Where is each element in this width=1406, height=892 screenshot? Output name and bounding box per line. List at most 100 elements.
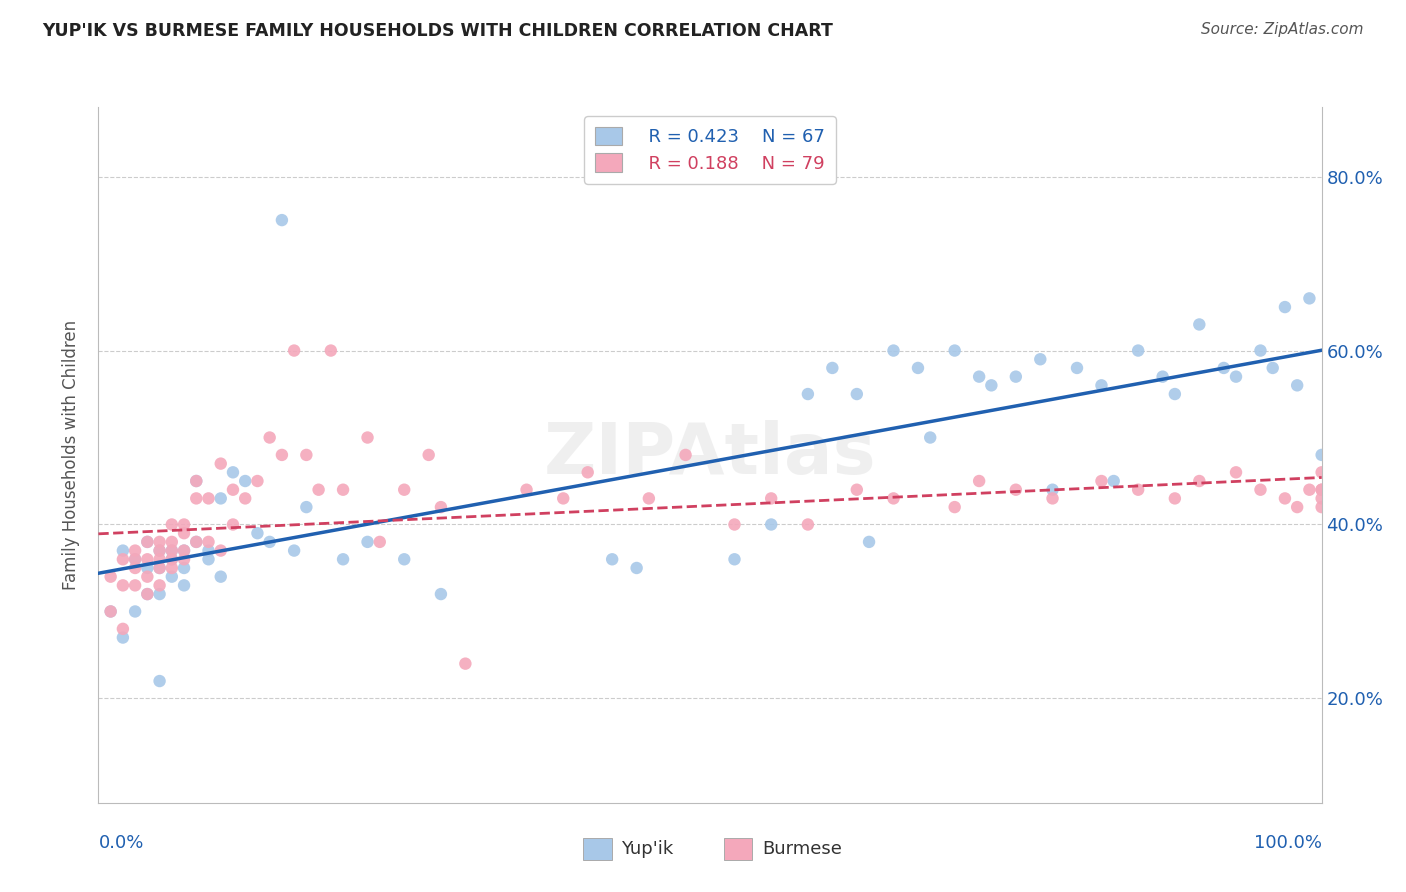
Point — [160, 570, 183, 584]
Point — [638, 491, 661, 506]
Point — [259, 534, 281, 549]
Point — [173, 517, 195, 532]
Point — [100, 605, 122, 619]
Point — [149, 534, 172, 549]
Point — [197, 543, 219, 558]
Point — [270, 448, 294, 462]
Point — [1102, 474, 1125, 488]
Point — [283, 343, 305, 358]
Point — [124, 552, 146, 566]
Point — [160, 543, 183, 558]
Point — [111, 622, 134, 636]
Point — [136, 534, 159, 549]
Point — [149, 543, 172, 558]
Point — [160, 561, 183, 575]
Point — [418, 448, 440, 462]
Point — [124, 578, 146, 592]
Point — [246, 474, 269, 488]
Point — [626, 561, 648, 575]
Point — [173, 543, 195, 558]
Point — [600, 552, 623, 566]
Point — [1298, 483, 1320, 497]
Point — [1128, 483, 1150, 497]
Point — [1310, 466, 1333, 480]
Point — [209, 457, 232, 471]
Point — [356, 534, 378, 549]
Point — [1310, 491, 1333, 506]
Point — [1042, 483, 1064, 497]
Point — [392, 483, 416, 497]
Point — [883, 491, 905, 506]
Point — [173, 561, 195, 575]
Point — [173, 526, 195, 541]
Point — [111, 578, 134, 592]
Point — [246, 526, 269, 541]
Point — [136, 552, 159, 566]
Point — [1261, 361, 1284, 376]
Point — [160, 543, 183, 558]
Point — [1188, 474, 1211, 488]
Point — [1164, 387, 1187, 401]
Point — [222, 483, 245, 497]
Point — [515, 483, 537, 497]
Point — [295, 448, 318, 462]
Point — [136, 534, 159, 549]
Point — [845, 483, 868, 497]
Point — [356, 430, 378, 444]
Point — [723, 517, 745, 532]
Point — [173, 543, 195, 558]
Point — [761, 491, 783, 506]
Point — [209, 491, 232, 506]
Point — [149, 543, 172, 558]
Point — [1286, 500, 1309, 514]
Point — [1004, 369, 1026, 384]
Point — [186, 474, 208, 488]
Point — [160, 534, 183, 549]
Point — [920, 430, 942, 444]
Point — [980, 378, 1002, 392]
Point — [1128, 343, 1150, 358]
Point — [160, 552, 183, 566]
Point — [136, 570, 159, 584]
Point — [173, 552, 195, 566]
Point — [576, 466, 599, 480]
Point — [124, 552, 146, 566]
Point — [797, 517, 820, 532]
Point — [111, 631, 134, 645]
Point — [332, 483, 354, 497]
Point — [553, 491, 575, 506]
Point — [1286, 378, 1309, 392]
Point — [1212, 361, 1234, 376]
Point — [136, 587, 159, 601]
Point — [1090, 474, 1112, 488]
Text: Yup'ik: Yup'ik — [621, 840, 673, 858]
Text: YUP'IK VS BURMESE FAMILY HOUSEHOLDS WITH CHILDREN CORRELATION CHART: YUP'IK VS BURMESE FAMILY HOUSEHOLDS WITH… — [42, 22, 832, 40]
Point — [283, 543, 305, 558]
Point — [1042, 491, 1064, 506]
Point — [943, 500, 966, 514]
Point — [295, 500, 318, 514]
Point — [332, 552, 354, 566]
Point — [160, 517, 183, 532]
Point — [1225, 466, 1247, 480]
Point — [124, 543, 146, 558]
Point — [967, 369, 990, 384]
Point — [111, 552, 134, 566]
Point — [124, 561, 146, 575]
Point — [111, 543, 134, 558]
Point — [943, 343, 966, 358]
Point — [883, 343, 905, 358]
Point — [197, 491, 219, 506]
Point — [186, 474, 208, 488]
Point — [1310, 483, 1333, 497]
Point — [197, 534, 219, 549]
Point — [186, 491, 208, 506]
Text: Burmese: Burmese — [762, 840, 842, 858]
FancyBboxPatch shape — [724, 838, 752, 860]
Point — [259, 430, 281, 444]
Point — [100, 605, 122, 619]
Point — [1029, 352, 1052, 367]
Point — [675, 448, 697, 462]
Point — [173, 578, 195, 592]
Point — [1188, 318, 1211, 332]
